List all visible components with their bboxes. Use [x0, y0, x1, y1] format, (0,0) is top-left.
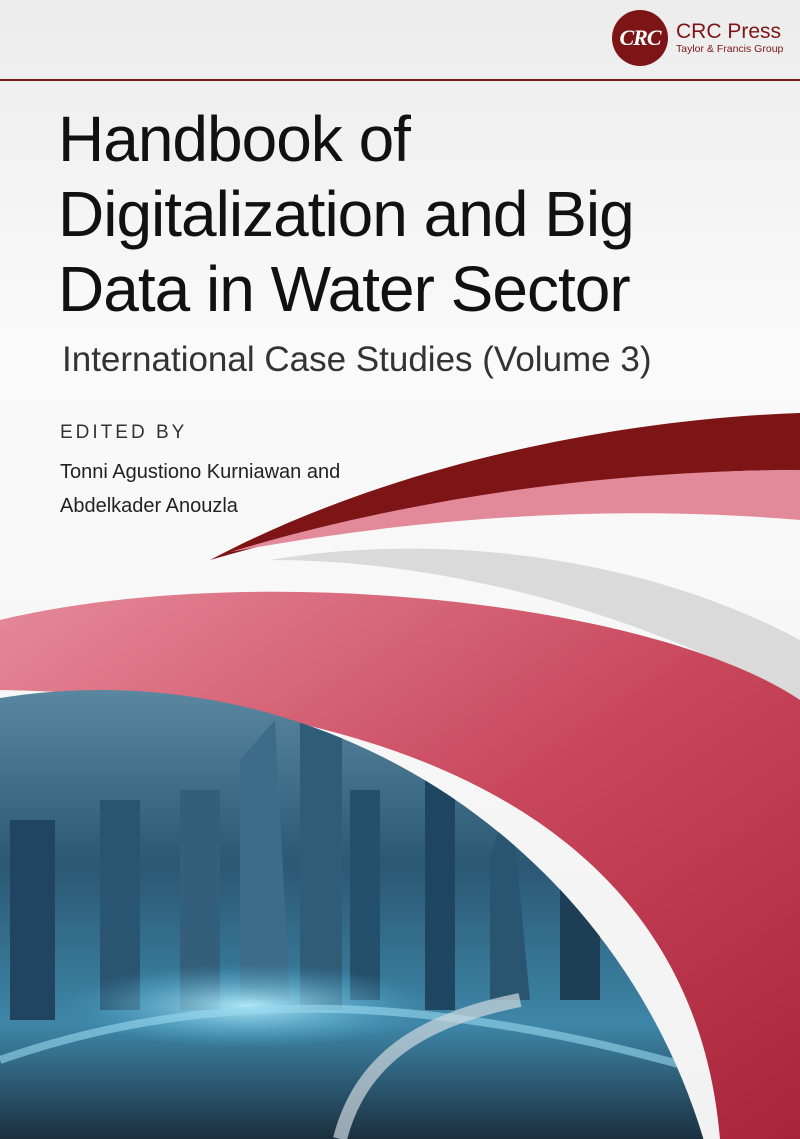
book-title: Handbook of Digitalization and Big Data … — [58, 102, 635, 327]
dark-red-swoosh — [210, 413, 800, 560]
title-line: Handbook of — [58, 103, 411, 175]
authors: Tonni Agustiono Kurniawan and Abdelkader… — [60, 455, 340, 523]
pink-swoosh — [230, 470, 800, 552]
city-image — [0, 690, 730, 1139]
red-band — [0, 591, 800, 1139]
gray-swoosh — [270, 548, 800, 700]
title-line: Data in Water Sector — [58, 253, 631, 325]
title-line: Digitalization and Big — [58, 178, 635, 250]
book-subtitle: International Case Studies (Volume 3) — [62, 340, 652, 379]
crc-logo-icon: CRC — [612, 10, 668, 66]
publisher-name: CRC Press — [676, 20, 782, 43]
header-rule — [0, 79, 800, 81]
author-line: Abdelkader Anouzla — [60, 495, 238, 517]
publisher-group: Taylor & Francis Group — [676, 43, 784, 55]
edited-by-label: EDITED BY — [60, 422, 188, 443]
author-line: Tonni Agustiono Kurniawan and — [60, 461, 341, 483]
publisher-logo: CRC CRC Press Taylor & Francis Group — [612, 10, 783, 66]
